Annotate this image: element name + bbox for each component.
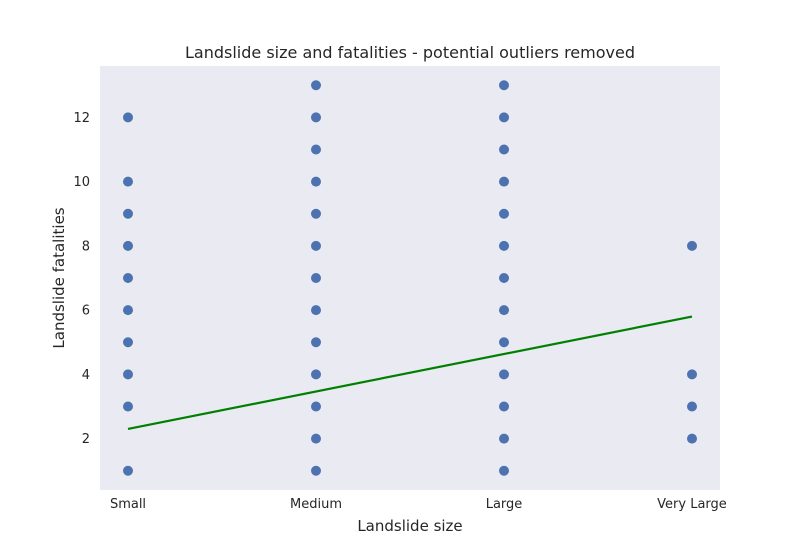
data-point xyxy=(311,465,321,476)
trend-line-layer xyxy=(127,315,693,431)
x-tick-label: Medium xyxy=(290,497,342,512)
data-point xyxy=(311,240,321,251)
y-tick-label: 10 xyxy=(73,175,90,190)
data-point xyxy=(123,337,133,348)
y-tick-label: 6 xyxy=(82,304,90,319)
data-point xyxy=(123,401,133,412)
data-point xyxy=(311,433,321,444)
data-point xyxy=(499,305,509,316)
x-tick-label: Very Large xyxy=(657,497,727,512)
data-point xyxy=(123,369,133,380)
data-point xyxy=(123,176,133,187)
data-point xyxy=(123,208,133,219)
data-point xyxy=(499,401,509,412)
data-point xyxy=(123,465,133,476)
data-point xyxy=(123,273,133,283)
data-point xyxy=(499,337,509,348)
data-point xyxy=(687,240,697,251)
data-point xyxy=(311,208,321,219)
y-tick-label: 8 xyxy=(82,239,90,254)
data-point xyxy=(499,112,509,123)
y-axis-label: Landslide fatalities xyxy=(50,207,68,348)
y-tick-label: 4 xyxy=(82,368,90,383)
scatter-points xyxy=(123,80,697,476)
data-point xyxy=(311,80,321,91)
plot-area xyxy=(100,66,720,490)
data-point xyxy=(311,176,321,187)
data-point xyxy=(499,273,509,283)
data-point xyxy=(687,369,697,380)
x-tick-label: Small xyxy=(110,497,146,512)
data-point xyxy=(311,112,321,123)
data-point xyxy=(311,401,321,412)
data-point xyxy=(687,401,697,412)
x-tick-labels: Small Medium Large Very Large xyxy=(110,497,727,512)
data-point xyxy=(687,433,697,444)
y-tick-labels: 2 4 6 8 10 12 xyxy=(73,111,90,447)
trend-line xyxy=(127,315,693,431)
data-point xyxy=(123,112,133,123)
data-point xyxy=(499,465,509,476)
data-point xyxy=(311,305,321,316)
data-point xyxy=(499,208,509,219)
data-point xyxy=(499,144,509,155)
x-tick-label: Large xyxy=(486,497,523,512)
y-tick-label: 12 xyxy=(73,111,90,126)
data-point xyxy=(123,240,133,251)
data-point xyxy=(311,337,321,348)
chart-title: Landslide size and fatalities - potentia… xyxy=(185,43,635,62)
y-tick-label: 2 xyxy=(82,432,90,447)
data-point xyxy=(499,80,509,91)
data-point xyxy=(311,144,321,155)
data-point xyxy=(311,273,321,283)
data-point xyxy=(499,433,509,444)
data-point xyxy=(499,369,509,380)
x-axis-label: Landslide size xyxy=(357,517,462,535)
data-point xyxy=(499,240,509,251)
data-point xyxy=(499,176,509,187)
data-point xyxy=(123,305,133,316)
data-point xyxy=(311,369,321,380)
